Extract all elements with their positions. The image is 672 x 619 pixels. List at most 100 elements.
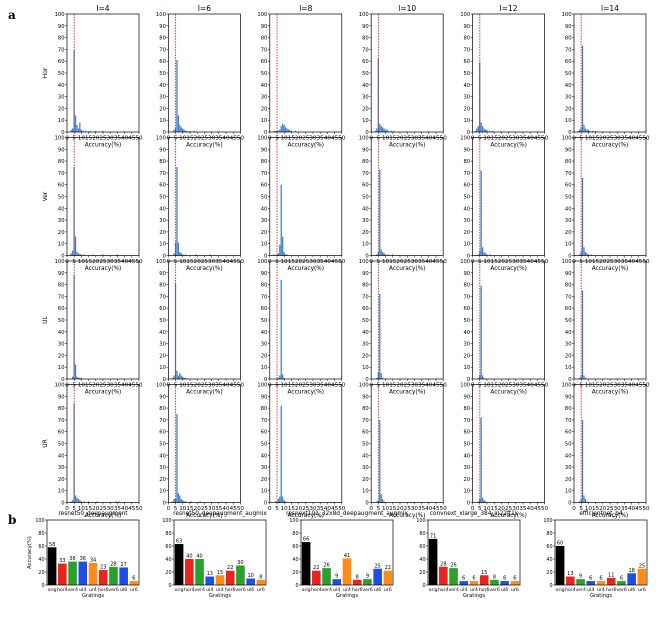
accuracy-bar bbox=[500, 581, 509, 585]
y-tick-label: 80 bbox=[362, 406, 369, 412]
histogram-bar bbox=[477, 377, 479, 379]
histogram-bar bbox=[280, 184, 282, 256]
y-tick-label: 80 bbox=[261, 406, 268, 412]
bar-value-label: 6 bbox=[620, 576, 623, 582]
x-axis-label: Gratings bbox=[209, 593, 231, 599]
x-axis-label: Accuracy(%) bbox=[288, 266, 325, 272]
y-tick-label: 30 bbox=[565, 342, 572, 348]
x-axis-label: Accuracy(%) bbox=[592, 143, 629, 149]
histogram-bar bbox=[384, 129, 387, 132]
x-tick-label: 30 bbox=[107, 136, 115, 142]
histogram-bar bbox=[79, 254, 81, 256]
histogram-bar bbox=[382, 127, 384, 132]
y-tick-label: 70 bbox=[463, 47, 470, 53]
histogram-bar bbox=[274, 130, 277, 132]
x-tick-label: ul4 bbox=[460, 587, 467, 593]
histogram-bar bbox=[287, 129, 290, 132]
bar-value-label: 41 bbox=[344, 553, 350, 559]
x-tick-label: 10 bbox=[382, 136, 390, 142]
x-tick-label: 10 bbox=[483, 506, 491, 512]
y-tick-label: 20 bbox=[565, 477, 572, 483]
x-tick-label: 40 bbox=[121, 506, 129, 512]
y-tick-label: 50 bbox=[261, 195, 268, 201]
x-tick-label: 40 bbox=[425, 136, 433, 142]
histogram-bar bbox=[182, 254, 184, 256]
histogram-bar bbox=[76, 376, 78, 379]
x-tick-label: 20 bbox=[599, 506, 607, 512]
y-tick-label: 60 bbox=[58, 306, 65, 312]
y-tick-label: 60 bbox=[565, 183, 572, 189]
bar-value-label: 9 bbox=[335, 574, 338, 580]
x-tick-label: 45 bbox=[331, 259, 339, 265]
x-tick-label: hor6ver6 bbox=[479, 587, 500, 593]
histogram-bar bbox=[587, 129, 589, 132]
accuracy-bar bbox=[236, 565, 245, 585]
histogram-bar bbox=[182, 376, 184, 379]
y-tick-label: 50 bbox=[565, 442, 572, 448]
bar-value-label: 15 bbox=[481, 570, 487, 576]
histogram-bar bbox=[586, 501, 588, 503]
y-tick-label: 80 bbox=[565, 283, 572, 289]
histogram-bar bbox=[176, 167, 178, 256]
x-axis-label: Accuracy(%) bbox=[592, 390, 629, 396]
y-tick-label: 80 bbox=[292, 531, 298, 537]
y-tick-label: 70 bbox=[362, 47, 369, 53]
histogram-bar bbox=[96, 501, 98, 503]
column-title: l=4 bbox=[96, 4, 109, 13]
y-tick-label: 80 bbox=[362, 159, 369, 165]
x-tick-label: 50 bbox=[440, 506, 448, 512]
y-tick-label: 20 bbox=[58, 230, 65, 236]
x-tick-label: 15 bbox=[186, 506, 194, 512]
y-tick-label: 0 bbox=[365, 130, 368, 136]
y-tick-label: 60 bbox=[159, 430, 166, 436]
x-tick-label: ul6 bbox=[374, 587, 381, 593]
histogram-bar bbox=[579, 501, 581, 503]
bar-value-label: 22 bbox=[227, 565, 233, 571]
y-tick-label: 0 bbox=[163, 501, 166, 507]
histogram-bar bbox=[274, 501, 277, 503]
bar-value-label: 71 bbox=[430, 533, 436, 539]
histogram-bar bbox=[283, 500, 285, 503]
accuracy-bar bbox=[363, 579, 372, 585]
accuracy-bar bbox=[596, 581, 606, 585]
y-tick-label: 30 bbox=[159, 218, 166, 224]
x-tick-label: 5 bbox=[377, 506, 381, 512]
accuracy-bar bbox=[68, 561, 77, 585]
y-tick-label: 50 bbox=[159, 442, 166, 448]
y-tick-label: 0 bbox=[549, 583, 552, 589]
x-tick-label: 10 bbox=[281, 259, 289, 265]
y-tick-label: 90 bbox=[463, 394, 470, 400]
x-tick-label: 35 bbox=[317, 259, 325, 265]
x-tick-label: 10 bbox=[585, 136, 593, 142]
histogram-bar bbox=[484, 253, 487, 256]
y-tick-label: 70 bbox=[58, 418, 65, 424]
x-tick-label: 10 bbox=[382, 383, 390, 389]
histogram-bar bbox=[476, 128, 478, 132]
y-tick-label: 0 bbox=[568, 254, 571, 260]
x-tick-label: 35 bbox=[621, 506, 629, 512]
x-tick-label: 50 bbox=[541, 506, 549, 512]
accuracy-bar bbox=[301, 542, 311, 585]
y-tick-label: 60 bbox=[463, 59, 470, 65]
bar-value-label: 23 bbox=[100, 565, 106, 571]
x-tick-label: 10 bbox=[483, 383, 491, 389]
x-tick-label: 10 bbox=[179, 259, 187, 265]
bar-value-label: 6 bbox=[132, 576, 135, 582]
y-tick-label: 100 bbox=[460, 383, 470, 389]
x-tick-label: ur4 bbox=[216, 587, 224, 593]
y-tick-label: 40 bbox=[565, 83, 572, 89]
histogram-bar bbox=[172, 377, 174, 379]
x-tick-label: 10 bbox=[78, 136, 86, 142]
y-tick-label: 90 bbox=[261, 271, 268, 277]
histogram-bar bbox=[283, 251, 285, 256]
y-tick-label: 30 bbox=[58, 465, 65, 471]
x-tick-label: 10 bbox=[78, 506, 86, 512]
y-tick-label: 100 bbox=[562, 12, 572, 18]
histogram-bar bbox=[483, 128, 485, 132]
x-tick-label: 45 bbox=[635, 136, 643, 142]
y-tick-label: 30 bbox=[159, 342, 166, 348]
x-tick-label: ur6 bbox=[384, 587, 392, 593]
x-tick-label: ul6 bbox=[247, 587, 254, 593]
